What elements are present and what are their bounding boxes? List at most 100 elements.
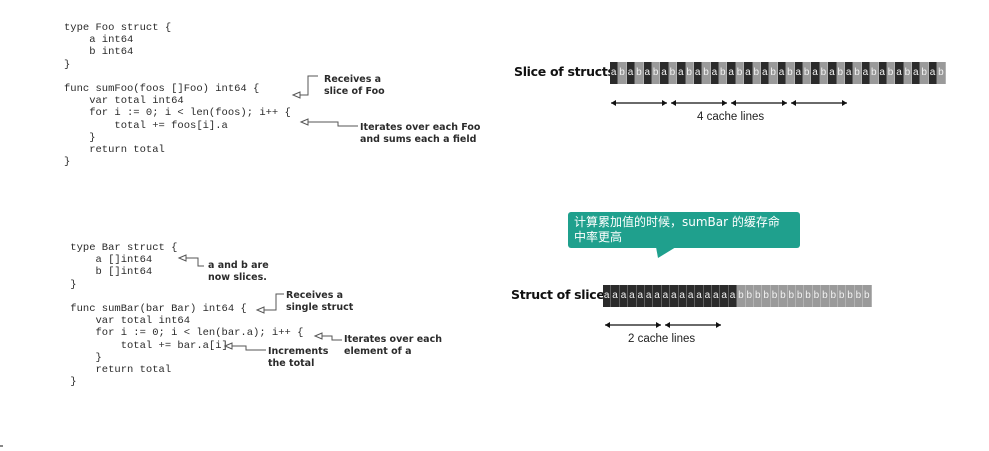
memory-cell-b: b bbox=[787, 285, 796, 307]
memory-cell-b: b bbox=[702, 62, 711, 84]
memory-cell-a: a bbox=[928, 62, 938, 84]
memory-cell-b: b bbox=[837, 285, 847, 307]
memory-cell-a: a bbox=[644, 285, 654, 307]
cache-line-arrowhead-right bbox=[662, 100, 667, 106]
foo-code-line: b int64 bbox=[64, 46, 134, 59]
memory-cell-b: b bbox=[819, 62, 829, 84]
cache-line-arrowhead-right bbox=[722, 100, 727, 106]
memory-cell-b: b bbox=[735, 62, 745, 84]
bar-code-line: } bbox=[64, 376, 77, 389]
memory-cell-b: b bbox=[846, 285, 855, 307]
cache-line-arrowhead-right bbox=[842, 100, 847, 106]
foo-code-line: func sumFoo(foos []Foo) int64 { bbox=[64, 83, 260, 96]
foo-code-block: type Foo struct { a int64 b int64 } func… bbox=[64, 22, 291, 168]
cache-line-arrowhead-right bbox=[656, 322, 661, 328]
bar-code-line: var total int64 bbox=[64, 315, 191, 328]
memory-cell-b: b bbox=[886, 62, 896, 84]
memory-cell-b: b bbox=[779, 285, 788, 307]
bar-code-line: for i := 0; i < len(bar.a); i++ { bbox=[64, 327, 304, 340]
memory-cell-a: a bbox=[878, 62, 887, 84]
bar-code-line: } bbox=[64, 351, 102, 364]
memory-cell-a: a bbox=[628, 285, 637, 307]
callout-tail bbox=[656, 247, 676, 258]
annotation-receives-slice-foo: Receives a slice of Foo bbox=[324, 74, 385, 97]
memory-cell-a: a bbox=[728, 285, 738, 307]
cache-line-arrowhead-left bbox=[611, 100, 616, 106]
memory-cell-b: b bbox=[752, 62, 762, 84]
memory-cell-a: a bbox=[777, 62, 787, 84]
memory-cell-a: a bbox=[619, 285, 629, 307]
memory-cell-b: b bbox=[821, 285, 830, 307]
leader-increments-total bbox=[223, 342, 266, 351]
annotation-iterates-foo: Iterates over each Foo and sums each a f… bbox=[360, 122, 481, 145]
bar-code-block: type Bar struct { a []int64 b []int64 } … bbox=[64, 242, 303, 388]
memory-cell-b: b bbox=[937, 62, 946, 84]
leader-iterates-foo bbox=[299, 118, 358, 127]
memory-cell-a: a bbox=[844, 62, 854, 84]
memory-cell-a: a bbox=[611, 285, 620, 307]
memory-cell-b: b bbox=[863, 285, 872, 307]
bar-code-line: func sumBar(bar Bar) int64 { bbox=[64, 303, 247, 316]
slice-of-structs-cache-line-arrows bbox=[611, 100, 847, 106]
memory-cell-a: a bbox=[712, 285, 721, 307]
memory-cell-a: a bbox=[693, 62, 703, 84]
callout-line-1: 计算累加值的时候，sumBar 的缓存命 bbox=[574, 215, 780, 229]
memory-cell-b: b bbox=[762, 285, 771, 307]
memory-cell-a: a bbox=[710, 62, 720, 84]
memory-cell-a: a bbox=[660, 62, 669, 84]
memory-cell-a: a bbox=[670, 285, 679, 307]
bar-code-line: a []int64 bbox=[64, 254, 153, 267]
memory-cell-b: b bbox=[719, 62, 728, 84]
memory-cell-b: b bbox=[769, 62, 778, 84]
foo-code-line: for i := 0; i < len(foos); i++ { bbox=[64, 107, 291, 120]
memory-cell-a: a bbox=[727, 62, 736, 84]
memory-cell-b: b bbox=[812, 285, 822, 307]
annotation-receives-single-struct: Receives a single struct bbox=[286, 290, 354, 313]
memory-cell-b: b bbox=[770, 285, 780, 307]
memory-cell-a: a bbox=[761, 62, 770, 84]
corner-mark bbox=[0, 445, 3, 447]
annotation-increments-total: Increments the total bbox=[268, 346, 329, 369]
slice-of-structs-label: Slice of structs bbox=[514, 64, 615, 79]
memory-cell-b: b bbox=[754, 285, 763, 307]
memory-cell-b: b bbox=[795, 285, 805, 307]
memory-cell-b: b bbox=[651, 62, 661, 84]
memory-cell-b: b bbox=[786, 62, 795, 84]
memory-cell-b: b bbox=[635, 62, 644, 84]
callout-line-2: 中率更高 bbox=[574, 230, 623, 244]
foo-code-line: } bbox=[64, 58, 71, 71]
memory-cell-b: b bbox=[829, 285, 838, 307]
memory-cell-b: b bbox=[737, 285, 746, 307]
foo-code-line: } bbox=[64, 131, 96, 144]
leader-now-slices bbox=[177, 254, 204, 267]
memory-cell-b: b bbox=[903, 62, 913, 84]
leader-receives-slice-foo bbox=[291, 75, 318, 99]
memory-cell-a: a bbox=[653, 285, 662, 307]
cache-line-arrowhead-right bbox=[716, 322, 721, 328]
cache-line-arrowhead-left bbox=[671, 100, 676, 106]
bar-code-line: type Bar struct { bbox=[64, 242, 178, 254]
foo-code-line: a int64 bbox=[64, 34, 134, 47]
memory-cell-a: a bbox=[811, 62, 820, 84]
memory-cell-a: a bbox=[828, 62, 837, 84]
bar-code-line: return total bbox=[64, 364, 172, 377]
memory-cell-a: a bbox=[912, 62, 921, 84]
struct-of-slices-label: Struct of slices bbox=[511, 287, 612, 302]
cache-line-arrowhead-left bbox=[791, 100, 796, 106]
foo-code-line: return total bbox=[64, 144, 165, 157]
leader-receives-single-struct bbox=[255, 293, 284, 314]
memory-cell-a: a bbox=[703, 285, 713, 307]
memory-cell-b: b bbox=[685, 62, 694, 84]
memory-cell-a: a bbox=[895, 62, 904, 84]
cache-line-arrowhead-left bbox=[731, 100, 736, 106]
cache-line-arrowhead-left bbox=[605, 322, 610, 328]
annotation-iterates-element: Iterates over each element of a bbox=[344, 334, 442, 357]
foo-code-line: var total int64 bbox=[64, 95, 184, 108]
memory-cell-a: a bbox=[678, 285, 687, 307]
memory-cell-b: b bbox=[836, 62, 845, 84]
memory-cell-a: a bbox=[686, 285, 696, 307]
memory-cell-a: a bbox=[744, 62, 753, 84]
annotation-now-slices: a and b are now slices. bbox=[208, 260, 269, 283]
